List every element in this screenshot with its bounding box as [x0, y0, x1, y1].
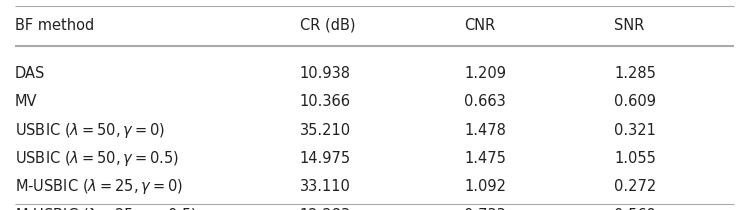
Text: 0.321: 0.321 [614, 123, 656, 138]
Text: M-USBIC ($\lambda = 25, \gamma = 0$): M-USBIC ($\lambda = 25, \gamma = 0$) [15, 177, 183, 196]
Text: 1.285: 1.285 [614, 66, 656, 81]
Text: 1.209: 1.209 [464, 66, 506, 81]
Text: 10.366: 10.366 [300, 94, 351, 109]
Text: 0.663: 0.663 [464, 94, 506, 109]
Text: 12.283: 12.283 [300, 208, 351, 210]
Text: 35.210: 35.210 [300, 123, 351, 138]
Text: 0.569: 0.569 [614, 208, 656, 210]
Text: 0.609: 0.609 [614, 94, 656, 109]
Text: CR (dB): CR (dB) [300, 18, 355, 33]
Text: 0.272: 0.272 [614, 179, 656, 194]
Text: M-USBIC ($\lambda = 25, \gamma = 0.5$): M-USBIC ($\lambda = 25, \gamma = 0.5$) [15, 206, 197, 210]
Text: 1.092: 1.092 [464, 179, 506, 194]
Text: BF method: BF method [15, 18, 94, 33]
Text: 0.733: 0.733 [464, 208, 506, 210]
Text: 1.478: 1.478 [464, 123, 506, 138]
Text: 33.110: 33.110 [300, 179, 351, 194]
Text: CNR: CNR [464, 18, 496, 33]
Text: 1.475: 1.475 [464, 151, 506, 166]
Text: DAS: DAS [15, 66, 46, 81]
Text: USBIC ($\lambda = 50, \gamma = 0$): USBIC ($\lambda = 50, \gamma = 0$) [15, 121, 165, 140]
Text: SNR: SNR [614, 18, 645, 33]
Text: 14.975: 14.975 [300, 151, 351, 166]
Text: 1.055: 1.055 [614, 151, 656, 166]
Text: 10.938: 10.938 [300, 66, 351, 81]
Text: MV: MV [15, 94, 37, 109]
Text: USBIC ($\lambda = 50, \gamma = 0.5$): USBIC ($\lambda = 50, \gamma = 0.5$) [15, 149, 179, 168]
